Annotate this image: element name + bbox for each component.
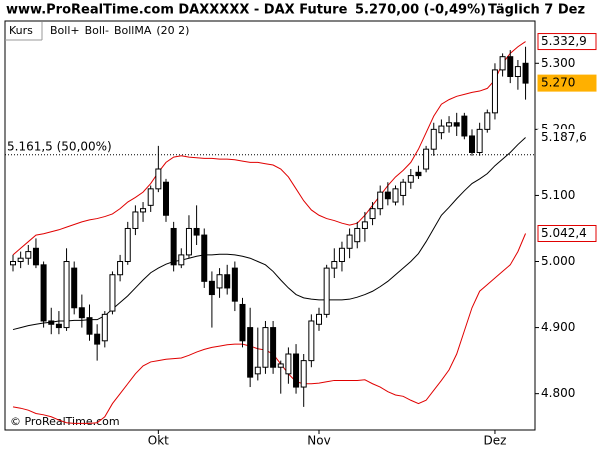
candle-body <box>32 247 39 266</box>
legend-price: Kurs <box>9 24 33 37</box>
candle-body <box>423 148 430 170</box>
candle-body <box>415 171 422 177</box>
candle-body <box>446 122 453 127</box>
candle-body <box>407 175 414 183</box>
candle-body <box>193 227 200 236</box>
candle-body <box>132 211 139 229</box>
candle-body <box>78 307 85 319</box>
candle-body <box>476 128 483 153</box>
candle-body <box>86 317 93 335</box>
candle-body <box>438 125 445 134</box>
candle-body <box>308 320 315 362</box>
x-tick-label: Dez <box>483 434 506 448</box>
candle-body <box>300 360 307 388</box>
copyright: © ProRealTime.com <box>10 415 120 428</box>
candle-body <box>461 115 468 137</box>
candle-body <box>293 353 300 388</box>
band-line <box>12 137 526 331</box>
reference-label: 5.161,5 (50,00%) <box>7 139 112 153</box>
candle-body <box>270 327 277 368</box>
candle-body <box>262 327 269 368</box>
candle-body <box>361 221 368 229</box>
candle-body <box>109 274 116 312</box>
x-tick-label: Nov <box>307 434 330 448</box>
candle-body <box>10 261 16 266</box>
candle-body <box>208 280 215 296</box>
y-tick-label: 5.100 <box>541 188 575 202</box>
candle-body <box>55 323 62 329</box>
candle-body <box>331 261 338 269</box>
candle-body <box>163 181 169 216</box>
candle-body <box>224 274 231 289</box>
candle-body <box>484 112 491 130</box>
value-label: 5.042,4 <box>541 226 587 240</box>
candle-body <box>338 247 345 263</box>
candle-body <box>354 227 361 243</box>
band-line <box>12 41 526 256</box>
candle-body <box>48 320 55 325</box>
candle-body <box>369 208 376 220</box>
candle-body <box>178 254 185 266</box>
candle-body <box>239 303 246 342</box>
candle-body <box>384 191 391 200</box>
candle-body <box>117 261 124 276</box>
candle-body <box>453 122 460 127</box>
y-tick-label: 5.300 <box>541 56 575 70</box>
value-label: 5.332,9 <box>541 34 587 48</box>
value-box <box>537 224 597 242</box>
candle-body <box>101 313 108 342</box>
value-box <box>537 129 597 147</box>
value-box <box>537 33 597 51</box>
band-line <box>12 233 527 424</box>
header-quote: 5.270,00 (-0,49%) <box>355 3 486 18</box>
candle-body <box>147 188 154 206</box>
candle-body <box>254 366 261 375</box>
candle-body <box>514 66 521 78</box>
legend-entry: Boll- <box>85 24 109 37</box>
candle-body <box>25 251 32 259</box>
candle-body <box>400 181 407 196</box>
value-box <box>537 74 597 92</box>
candle-body <box>285 353 292 375</box>
candle-body <box>491 69 498 114</box>
candle-body <box>71 267 78 309</box>
candle-body <box>231 267 238 302</box>
candle-body <box>94 333 101 345</box>
legend-entry: Boll+ <box>50 24 80 37</box>
plot-frame <box>4 20 536 431</box>
legend-params: (20 2) <box>156 24 189 37</box>
legend-entry: BollMA <box>114 24 152 37</box>
candle-body <box>469 135 475 153</box>
y-tick-label: 4.900 <box>541 320 575 334</box>
candle-body <box>430 128 437 150</box>
candle-body <box>185 227 192 256</box>
candle-body <box>140 208 147 213</box>
candle-body <box>316 313 322 325</box>
candle-body <box>170 227 177 266</box>
y-tick-label: 4.800 <box>541 386 575 400</box>
candle-body <box>201 234 208 282</box>
candle-body <box>522 62 529 84</box>
value-label: 5.187,6 <box>541 130 587 144</box>
x-tick-label: Okt <box>148 434 169 448</box>
candle-body <box>377 191 384 210</box>
header-period: Täglich 7 Dez <box>488 3 585 18</box>
candle-body <box>346 234 353 249</box>
value-label: 5.270 <box>541 76 575 90</box>
candle-body <box>277 363 284 368</box>
candle-body <box>216 274 223 289</box>
candle-body <box>17 257 24 263</box>
candle-body <box>155 168 162 190</box>
candle-body <box>40 264 47 322</box>
candle-body <box>63 261 70 329</box>
candle-body <box>507 56 514 78</box>
candle-body <box>124 227 131 263</box>
candle-body <box>499 56 506 71</box>
y-tick-label: 5.000 <box>541 254 575 268</box>
candle-body <box>323 267 330 315</box>
candle-body <box>247 327 254 378</box>
header-source: www.ProRealTime.com DAXXXXX - DAX Future <box>6 3 348 18</box>
candle-body <box>392 188 399 203</box>
